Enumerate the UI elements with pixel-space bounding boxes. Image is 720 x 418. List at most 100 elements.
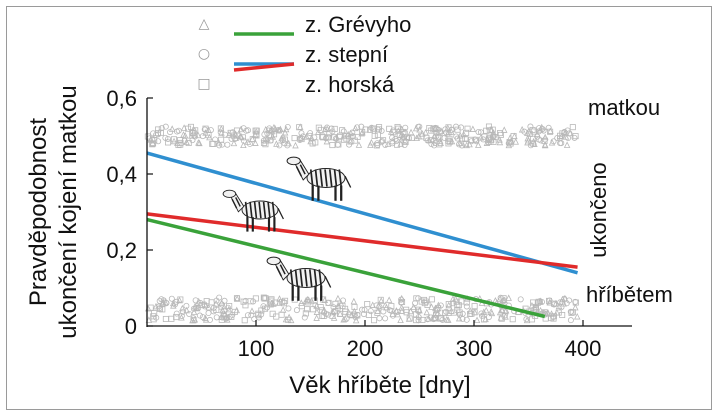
point-triangle (352, 316, 360, 324)
point-square (341, 136, 348, 143)
point-triangle (248, 307, 256, 314)
point-triangle (541, 133, 549, 141)
point-square (483, 127, 490, 134)
point-triangle (205, 126, 212, 133)
point-triangle (395, 127, 402, 134)
point-triangle (405, 315, 413, 322)
point-circle (351, 311, 358, 318)
point-square (530, 135, 537, 142)
point-square (351, 304, 358, 311)
point-circle (285, 305, 292, 312)
point-square (432, 125, 439, 132)
point-triangle (334, 301, 342, 309)
point-triangle (350, 297, 358, 305)
point-triangle (416, 126, 423, 133)
zebra-tail (344, 175, 352, 188)
point-triangle (498, 306, 506, 314)
point-circle (165, 135, 172, 142)
point-square (175, 142, 182, 149)
point-circle (427, 314, 434, 321)
zebra-stripe (333, 169, 338, 187)
point-triangle (195, 297, 202, 305)
point-square (302, 310, 309, 317)
point-triangle (500, 126, 508, 133)
point-circle (359, 306, 366, 313)
zebra-stripe (299, 164, 306, 175)
point-square (568, 309, 575, 316)
point-circle (323, 310, 330, 317)
point-triangle (281, 128, 289, 136)
point-circle (158, 125, 165, 132)
point-square (371, 132, 378, 139)
point-triangle (471, 308, 478, 316)
point-square (497, 130, 504, 137)
point-triangle (377, 297, 385, 304)
point-square (326, 130, 333, 137)
point-circle (389, 134, 396, 141)
zebra-stripe (244, 201, 249, 219)
point-square (343, 133, 350, 140)
point-triangle (279, 133, 287, 140)
point-triangle (444, 316, 452, 323)
point-triangle (359, 129, 366, 136)
point-circle (565, 135, 572, 142)
point-triangle (487, 308, 495, 315)
point-circle (312, 302, 319, 309)
point-triangle (351, 307, 358, 315)
point-triangle (303, 133, 310, 140)
point-square (209, 140, 216, 147)
y-tick-label: 0,4 (106, 162, 137, 187)
point-square (364, 301, 371, 308)
point-circle (346, 141, 353, 148)
point-circle (376, 315, 383, 322)
point-square (464, 125, 471, 132)
point-square (261, 295, 268, 302)
point-triangle (304, 295, 311, 303)
point-triangle (305, 296, 312, 303)
point-triangle (323, 137, 331, 145)
point-circle (255, 314, 262, 321)
point-circle (322, 135, 329, 142)
point-square (402, 138, 409, 145)
point-square (253, 131, 260, 138)
point-triangle (313, 308, 321, 315)
zebra-stripe (295, 166, 302, 177)
point-triangle (397, 316, 404, 324)
point-square (436, 141, 443, 148)
point-circle (527, 123, 534, 130)
point-square (413, 295, 420, 302)
point-circle (554, 134, 561, 141)
point-triangle (183, 306, 190, 314)
point-circle (479, 313, 486, 320)
point-square (354, 312, 361, 319)
legend: △ z. Grévyho ○ z. stepní □ z. horská (197, 12, 411, 97)
point-triangle (262, 125, 269, 133)
point-circle (201, 303, 208, 310)
right-label-hribetem: hříbětem (586, 282, 673, 307)
point-square (279, 298, 286, 305)
point-circle (361, 306, 368, 313)
point-triangle (181, 132, 189, 139)
point-square (386, 125, 393, 132)
point-circle (219, 141, 226, 148)
point-triangle (496, 308, 504, 316)
point-square (241, 317, 248, 324)
point-circle (293, 307, 300, 314)
y-tick-label: 0,6 (106, 86, 137, 111)
x-tick-label: 200 (347, 336, 384, 361)
point-square (312, 139, 319, 146)
point-triangle (525, 127, 533, 135)
point-circle (424, 137, 431, 144)
point-square (424, 301, 431, 308)
point-triangle (270, 123, 278, 131)
point-triangle (212, 299, 220, 307)
point-circle (490, 133, 497, 140)
point-triangle (455, 314, 463, 322)
point-circle (534, 133, 541, 140)
point-square (150, 313, 157, 320)
point-square (371, 125, 378, 132)
zebra-stripe (289, 269, 294, 287)
point-circle (243, 127, 250, 134)
point-circle (180, 308, 187, 315)
point-square (395, 125, 402, 132)
